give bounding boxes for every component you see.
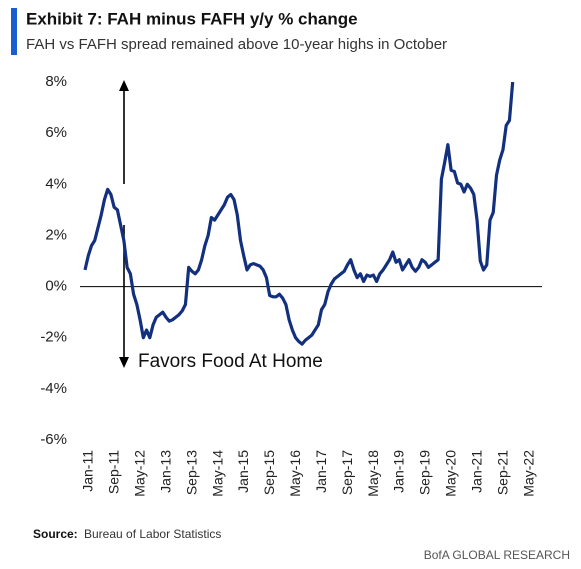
plot-area bbox=[83, 82, 515, 346]
source: Bureau of Labor Statistics bbox=[84, 527, 221, 541]
y-tick-label: 2% bbox=[45, 226, 67, 243]
footer: BofA GLOBAL RESEARCH bbox=[424, 548, 570, 562]
y-tick-label: -6% bbox=[40, 431, 67, 448]
x-tick-label: Jan-21 bbox=[469, 450, 485, 493]
y-tick-label: 4% bbox=[45, 175, 67, 192]
x-tick-label: Sep-13 bbox=[183, 450, 199, 495]
x-tick-label: Jan-15 bbox=[235, 450, 251, 493]
x-tick-label: Sep-19 bbox=[417, 450, 433, 495]
y-tick-label: 8% bbox=[45, 73, 67, 90]
x-tick-label: May-20 bbox=[443, 450, 459, 497]
data-line bbox=[83, 82, 515, 346]
annotation: Favors Food At Home bbox=[138, 351, 323, 372]
x-tick-label: May-14 bbox=[209, 450, 225, 497]
x-tick-label: May-18 bbox=[365, 450, 381, 497]
x-tick-label: May-22 bbox=[520, 450, 536, 497]
x-tick-label: Sep-11 bbox=[106, 450, 122, 494]
chart-subtitle: FAH vs FAFH spread remained above 10-yea… bbox=[26, 36, 447, 53]
chart-title: Exhibit 7: FAH minus FAFH y/y % change bbox=[26, 9, 358, 28]
y-tick-label: -4% bbox=[40, 380, 67, 397]
arrow-down-head bbox=[119, 357, 129, 368]
arrow-up-head bbox=[119, 80, 129, 91]
x-tick-label: May-16 bbox=[287, 450, 303, 497]
x-tick-label: Jan-13 bbox=[157, 450, 173, 493]
x-tick-label: Jan-17 bbox=[313, 450, 329, 493]
x-tick-label: Sep-15 bbox=[261, 450, 277, 495]
x-tick-label: Jan-19 bbox=[391, 450, 407, 493]
x-tick-label: Sep-21 bbox=[494, 450, 510, 495]
x-tick-label: Sep-17 bbox=[339, 450, 355, 495]
title-accent bbox=[11, 8, 17, 55]
source-label: Source: bbox=[33, 527, 78, 541]
y-tick-label: 0% bbox=[45, 278, 67, 295]
x-tick-label: Jan-11 bbox=[80, 450, 96, 492]
y-tick-label: -2% bbox=[40, 329, 67, 346]
x-tick-label: May-12 bbox=[132, 450, 148, 497]
y-tick-label: 6% bbox=[45, 124, 67, 141]
